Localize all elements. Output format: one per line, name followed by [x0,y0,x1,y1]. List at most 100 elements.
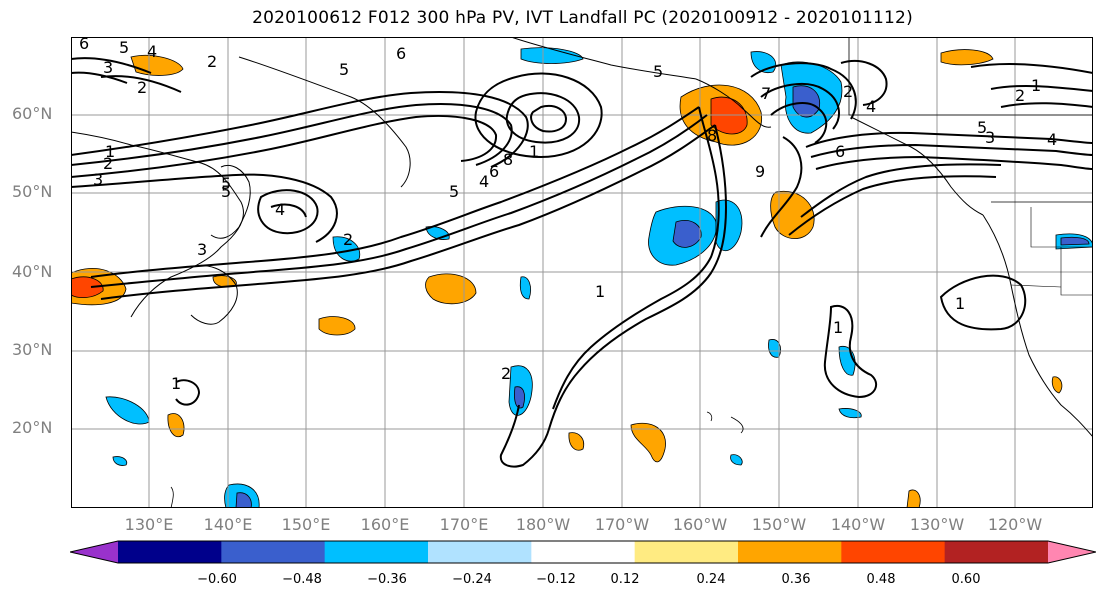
contour-label: 1 [595,282,605,301]
contour-labels: 6 5 4 3 2 6 5 5 2 1 8 6 4 5 1 2 3 5 4 3 … [79,37,1057,393]
contour-label: 5 [449,182,459,201]
negative-anomaly-shading [715,199,743,252]
contour-label: 1 [1031,76,1041,95]
positive-anomaly-shading [1051,376,1063,394]
positive-anomaly-shading [318,316,356,336]
lon-label-130w: 130°W [909,515,965,534]
positive-anomaly-core [710,96,748,135]
contour-label: 2 [343,230,353,249]
negative-anomaly-shading [519,276,531,300]
colorbar-tick-label: −0.48 [282,572,322,587]
colorbar-cell [221,541,326,563]
contour-label: 8 [503,150,513,169]
contour-label: 3 [103,58,113,77]
contour-label: 1 [955,294,965,313]
contour-label: 3 [197,240,207,259]
lon-label-150w: 150°W [751,515,807,534]
map-title: 2020100612 F012 300 hPa PV, IVT Landfall… [252,8,913,28]
contour-label: 4 [275,200,285,219]
colorbar-tick-label: 0.24 [696,572,726,587]
contour-label: 1 [105,142,115,161]
colorbar-tick-label: −0.12 [536,572,576,587]
colorbar-tick-label: 0.60 [951,572,981,587]
lat-label-60n: 60°N [12,104,53,123]
positive-anomaly-core [71,276,104,299]
negative-anomaly-core [235,492,252,508]
colorbar-cell [841,541,946,563]
graticule [71,37,1093,508]
contour-label: 2 [103,154,113,173]
positive-anomaly-shading [940,49,994,66]
map-frame [71,37,1093,508]
colorbar-extend-max [1048,541,1096,563]
colorbar-cell [944,541,1049,563]
positive-anomaly-shading [167,413,185,438]
colorbar-tick-label: −0.60 [197,572,237,587]
contour-label: 6 [396,44,406,63]
positive-anomaly-shading [568,432,585,451]
contour-label: 5 [119,38,129,57]
contour-label: 7 [761,84,771,103]
colorbar-cell [428,541,532,563]
contour-label: 2 [137,78,147,97]
contour-label: 1 [171,374,181,393]
pv-contours [71,57,1093,468]
contour-label: 9 [755,162,765,181]
colorbar-tick-label: 0.36 [781,572,811,587]
lon-label-140w: 140°W [830,515,886,534]
contour-label: 5 [221,174,231,193]
contour-label: 4 [147,42,157,61]
contour-label: 2 [207,52,217,71]
lon-label-130e: 130°E [124,515,174,534]
positive-anomaly-shading [770,190,815,240]
contour-label: 6 [79,37,89,53]
negative-anomaly-shading [730,454,743,466]
contour-label: 5 [221,182,231,201]
lon-label-160w: 160°W [672,515,728,534]
contour-label: 8 [707,126,717,145]
colorbar-outline [70,540,1096,564]
colorbar-extend-min [70,541,118,563]
colorbar-cell [324,541,429,563]
lat-label-20n: 20°N [12,418,53,437]
colorbar-tick-label: −0.36 [367,572,407,587]
colorbar [70,540,1096,564]
colorbar-cell [118,541,222,563]
lon-label-170e: 170°E [439,515,489,534]
lon-label-120w: 120°W [987,515,1043,534]
colorbar-cell [634,541,739,563]
contour-label: 2 [843,82,853,101]
contour-label: 5 [653,62,663,81]
contour-label: 3 [985,128,995,147]
coastlines [71,37,1093,508]
contour-label: 5 [977,118,987,137]
contour-label: 1 [529,142,539,161]
lon-label-180w: 180°W [515,515,571,534]
negative-anomaly-shading [838,408,862,419]
contour-label: 6 [835,142,845,161]
contour-label: 4 [1047,130,1057,149]
negative-anomaly-core [1060,236,1090,246]
positive-anomaly-shading [425,273,477,305]
contour-label: 2 [501,364,511,383]
contour-label: 4 [866,97,876,116]
negative-anomaly-core [672,220,702,248]
contour-label: 5 [339,60,349,79]
contour-label: 2 [1015,86,1025,105]
lat-label-30n: 30°N [12,340,53,359]
colorbar-tick-label: −0.24 [452,572,492,587]
lon-label-170w: 170°W [594,515,650,534]
colorbar-cell [531,541,636,563]
lat-label-50n: 50°N [12,182,53,201]
lon-label-150e: 150°E [281,515,331,534]
negative-anomaly-shading [112,456,128,466]
lon-label-160e: 160°E [360,515,410,534]
contour-label: 4 [479,172,489,191]
lon-label-140e: 140°E [203,515,253,534]
positive-anomaly-shading [630,423,666,463]
colorbar-tick-label: 0.12 [610,572,640,587]
contour-label: 1 [833,318,843,337]
positive-anomaly-shading [906,489,921,508]
contour-label: 6 [489,162,499,181]
colorbar-tick-label: 0.48 [866,572,896,587]
